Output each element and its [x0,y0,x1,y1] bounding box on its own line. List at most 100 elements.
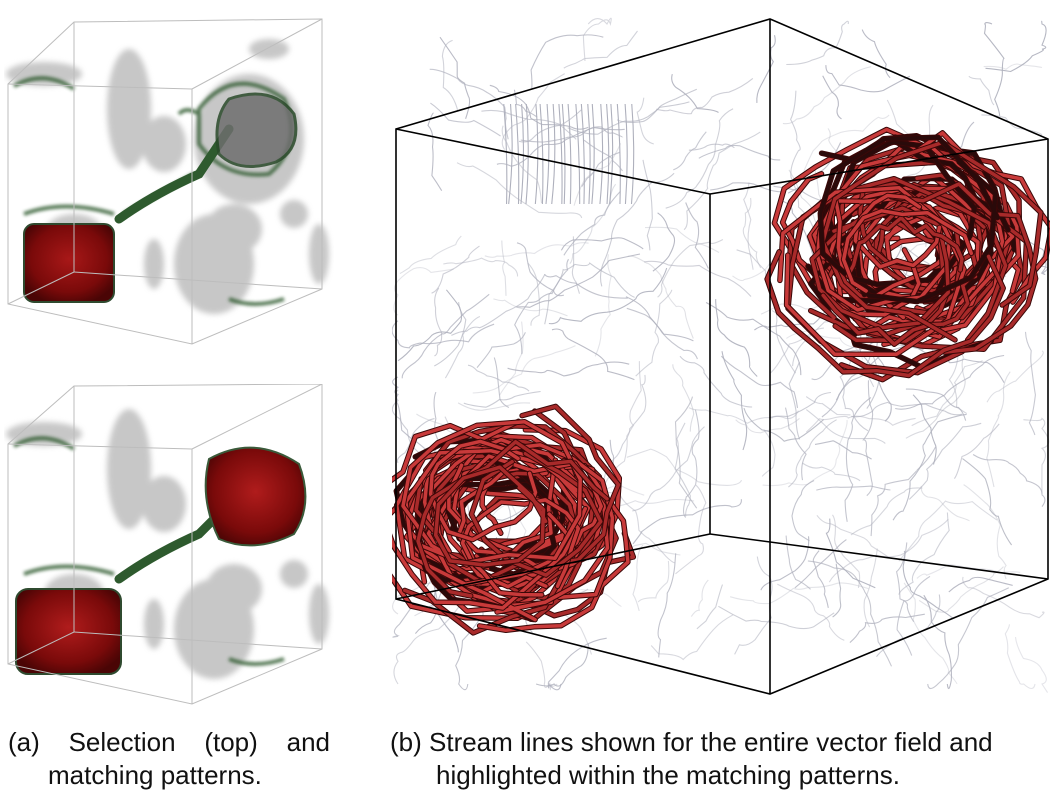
gray-streamline [599,103,604,205]
gray-streamline [616,88,698,123]
gray-streamline [508,103,513,205]
gray-streamline [710,182,785,193]
gray-streamline [805,396,851,416]
gray-streamline [816,514,890,559]
gray-streamline [587,103,591,205]
gray-streamline [637,560,670,603]
connecting-tube [114,124,234,224]
volume-render-bottom [6,384,329,705]
gray-streamline [392,320,495,349]
caption-a-word2: (top) [204,727,258,757]
gray-streamline [632,544,644,612]
highlight-streamline [821,140,1043,342]
gray-streamline [644,226,720,253]
gray-streamline [431,245,480,294]
streamline-render [392,17,1050,695]
selection-cube [23,223,115,303]
gray-streamline [735,417,800,434]
gray-streamline [427,112,443,191]
gray-streamline [457,402,531,411]
selection-patch [215,92,298,168]
gray-streamline [558,103,563,205]
gray-streamline [832,514,861,589]
highlight-streamline [469,451,603,577]
gray-streamline [397,289,463,362]
gray-streamline [898,512,950,595]
gray-streamline [644,260,752,297]
highlighted-streamlines-lower [392,403,637,636]
gray-streamline [530,34,604,90]
gray-streamline [434,302,467,367]
gray-streamline [825,65,911,93]
gray-streamline [851,401,963,418]
gray-streamline [591,103,595,205]
gray-streamline [567,101,690,135]
gray-streamline [563,30,638,69]
gray-streamline [682,409,700,518]
gray-streamline [870,446,937,537]
gray-streamline [743,182,754,270]
gray-streamline [544,262,635,325]
gray-streamline [451,274,546,336]
gray-streamline [561,103,566,205]
gray-streamline [675,484,707,575]
highlight-streamline [820,139,981,287]
highlight-streamline [477,464,630,633]
gray-streamline [671,73,719,113]
highlight-streamline [460,498,581,597]
gray-streamline [756,35,776,103]
highlight-streamline [433,465,548,567]
caption-b-line1: (b) Stream lines shown for the entire ve… [390,727,993,757]
gray-streamline [972,454,1046,507]
matched-pattern-upper [204,446,307,547]
gray-streamline [525,103,529,205]
highlight-streamline [889,182,1038,354]
gray-streamline [895,542,915,622]
caption-a-tag: (a) [8,727,40,757]
bounding-box [7,384,323,705]
gray-streamline [721,351,748,451]
gray-streamline [429,68,509,140]
caption-b-line2: highlighted within the matching patterns… [436,760,900,790]
highlight-streamline [845,216,964,278]
gray-streamline [696,584,724,630]
gray-streamline [439,36,471,119]
gray-streamline [501,125,543,204]
gray-streamline [983,22,1005,116]
gray-streamline [814,440,872,460]
gray-streamline [608,498,695,507]
gray-streamline [493,298,568,317]
caption-b: (b) Stream lines shown for the entire ve… [390,726,1050,792]
gray-streamline [636,97,654,145]
gray-streamline [571,236,581,294]
gray-streamline [729,582,869,605]
gray-streamline [1023,237,1049,276]
gray-streamline [902,550,954,620]
gray-streamline [923,594,952,690]
gray-streamline [674,396,698,509]
gray-streamline [476,332,526,368]
gray-streamline [599,172,675,287]
gray-streamline [516,253,641,308]
gray-streamline [551,328,635,381]
gray-streamline [650,614,734,661]
gray-streamline [896,575,931,656]
highlight-streamline [818,135,1000,304]
gray-streamline [539,103,544,205]
gray-streamline [535,643,589,687]
panel-a-bottom-volume [4,384,334,709]
gray-streamline [770,327,824,374]
gray-streamline [514,258,569,355]
highlight-streamline [401,420,582,567]
gray-streamline [912,394,937,465]
highlight-streamline [821,251,979,346]
gray-streamline [630,103,635,205]
gray-streamline [516,242,565,297]
gray-streamline [948,576,1013,593]
gray-streamline [673,131,707,171]
gray-streamline [582,17,612,62]
gray-streamline [986,350,1044,403]
gray-streamline [690,579,709,617]
gray-streamline [844,397,872,522]
gray-streamline [657,553,677,658]
